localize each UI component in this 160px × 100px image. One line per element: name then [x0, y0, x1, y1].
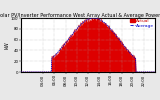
Legend: Actual, Average: Actual, Average — [129, 19, 154, 28]
Title: Solar PV/Inverter Performance West Array Actual & Average Power Output: Solar PV/Inverter Performance West Array… — [0, 13, 160, 18]
Y-axis label: kW: kW — [4, 41, 10, 49]
